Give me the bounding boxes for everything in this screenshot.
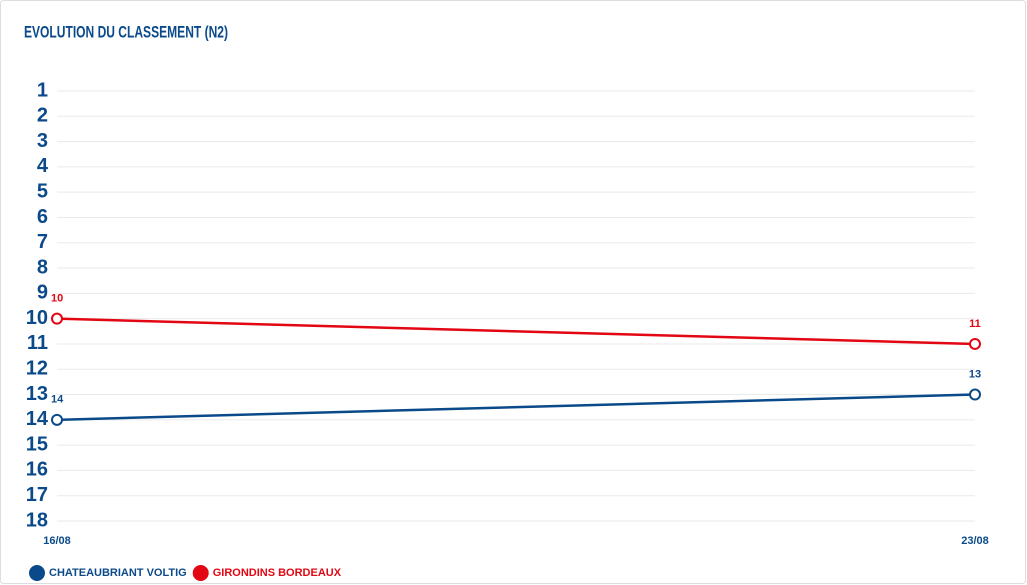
value-label: 14 <box>51 394 64 406</box>
y-tick-label: 2 <box>37 105 48 127</box>
y-tick-label: 13 <box>26 383 48 405</box>
legend-label: GIRONDINS BORDEAUX <box>213 567 342 579</box>
series-line <box>56 393 976 422</box>
y-tick-label: 10 <box>26 307 48 329</box>
y-tick-label: 18 <box>26 509 48 531</box>
y-tick-label: 15 <box>26 433 48 455</box>
y-tick-label: 14 <box>26 408 49 430</box>
point <box>969 388 981 401</box>
y-tick-label: 9 <box>37 282 48 304</box>
value-label: 11 <box>969 318 981 330</box>
y-tick-label: 16 <box>26 459 48 481</box>
x-tick-label: 16/08 <box>43 535 71 547</box>
point <box>51 413 63 426</box>
series-line <box>56 317 976 346</box>
y-tick-label: 8 <box>37 256 48 278</box>
y-tick-label: 3 <box>37 130 48 152</box>
y-tick-label: 12 <box>26 358 48 380</box>
value-label: 13 <box>969 368 981 380</box>
value-label: 10 <box>51 293 63 305</box>
y-tick-label: 6 <box>37 206 48 228</box>
point <box>51 312 63 325</box>
y-tick-label: 17 <box>26 484 48 506</box>
y-tick-label: 4 <box>37 155 49 177</box>
point <box>969 337 981 350</box>
y-tick-label: 5 <box>37 180 48 202</box>
y-tick-label: 7 <box>37 231 48 253</box>
y-tick-label: 1 <box>37 79 48 101</box>
x-tick-label: 23/08 <box>961 535 989 547</box>
y-tick-label: 11 <box>27 332 48 354</box>
chart-title: EVOLUTION DU CLASSEMENT (N2) <box>24 22 228 41</box>
legend-label: CHATEAUBRIANT VOLTIG <box>49 567 187 579</box>
legend-swatch <box>29 565 45 581</box>
legend-swatch <box>192 565 209 581</box>
